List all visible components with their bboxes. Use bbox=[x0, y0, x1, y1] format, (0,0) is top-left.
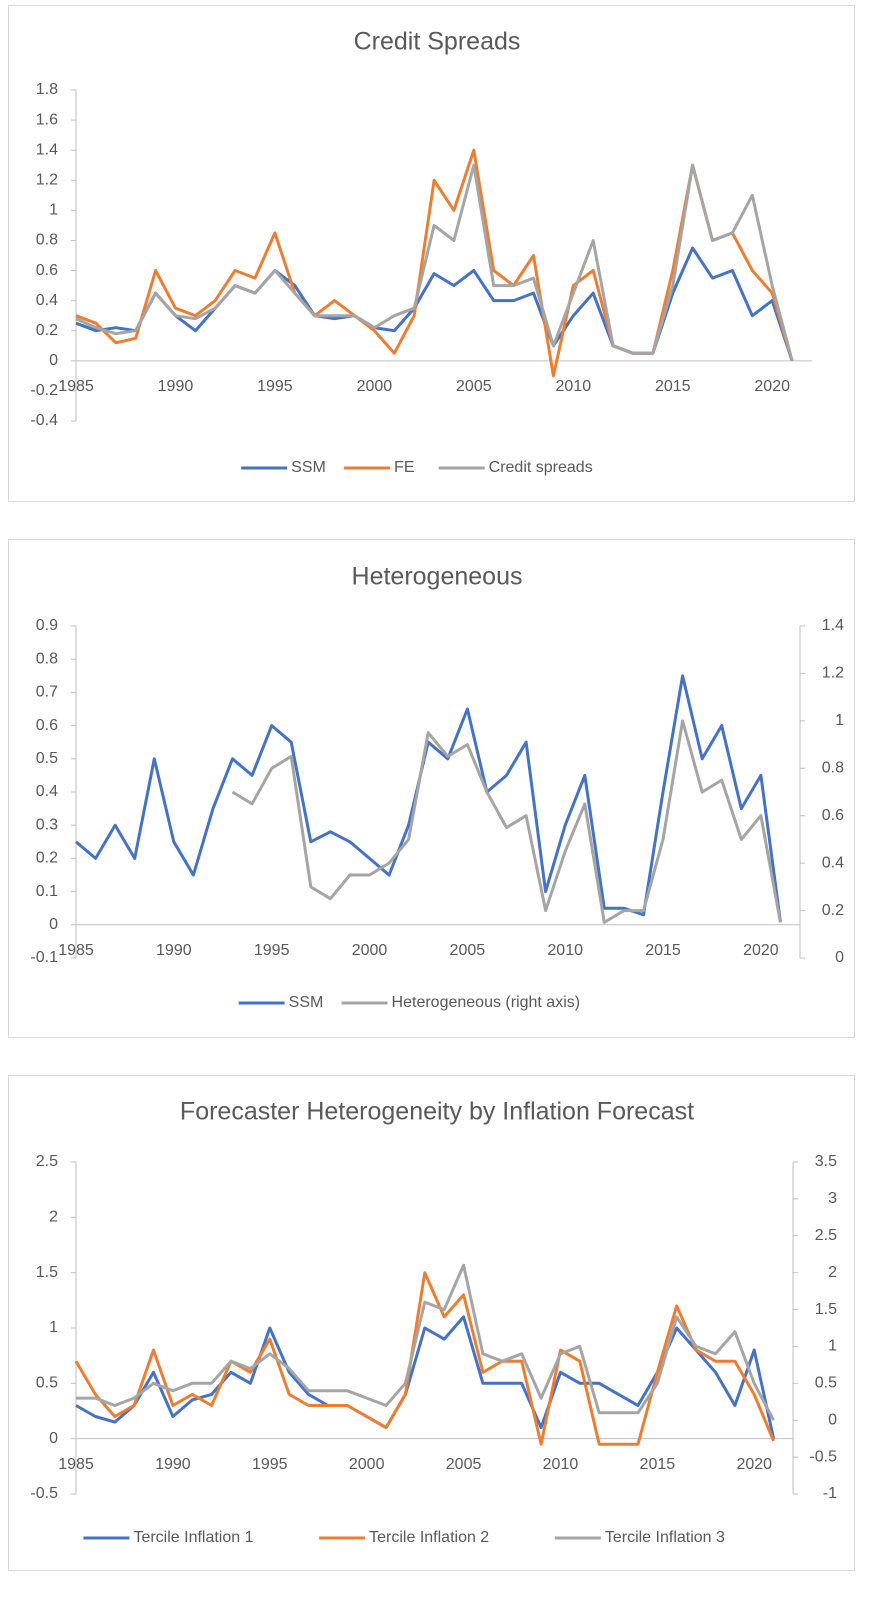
y-tick-label: 0.2 bbox=[36, 322, 58, 339]
x-tick-label: 2015 bbox=[645, 942, 681, 959]
y-tick-label: 0.6 bbox=[36, 262, 58, 279]
y-tick-label: -0.2 bbox=[30, 382, 58, 399]
x-tick-label: 1990 bbox=[155, 1456, 191, 1473]
x-tick-label: 1985 bbox=[58, 378, 94, 395]
series-line bbox=[74, 1271, 775, 1446]
y-tick-label: -0.5 bbox=[30, 1485, 58, 1502]
series-line bbox=[76, 1263, 775, 1421]
chart-title: Heterogeneous bbox=[352, 563, 523, 591]
y2-tick-label: 1.2 bbox=[822, 665, 844, 682]
y-tick-label: 0.5 bbox=[36, 750, 58, 767]
y-tick-label: 0.2 bbox=[36, 850, 58, 867]
y-tick-label: 0.9 bbox=[36, 617, 58, 634]
y2-tick-label: 2.5 bbox=[815, 1227, 837, 1244]
x-tick-label: 1995 bbox=[252, 1456, 288, 1473]
x-tick-label: 2000 bbox=[352, 942, 388, 959]
x-tick-label: 1995 bbox=[257, 378, 293, 395]
y-tick-label: 0.3 bbox=[36, 816, 58, 833]
y-tick-label: 0 bbox=[49, 916, 58, 933]
y2-tick-label: 3.5 bbox=[815, 1153, 837, 1170]
y2-tick-label: 0.4 bbox=[822, 854, 844, 871]
x-tick-label: 2010 bbox=[547, 942, 583, 959]
series-line bbox=[231, 719, 782, 924]
y-tick-label: 1.2 bbox=[36, 171, 58, 188]
chart-title: Forecaster Heterogeneity by Inflation Fo… bbox=[180, 1098, 694, 1126]
y-tick-label: 1 bbox=[49, 202, 58, 219]
series-line bbox=[75, 246, 794, 362]
y-tick-label: 0.4 bbox=[36, 292, 58, 309]
y-tick-label: 1.6 bbox=[36, 111, 58, 128]
legend-label: Credit spreads bbox=[489, 459, 593, 476]
y-tick-label: -0.1 bbox=[30, 949, 58, 966]
y2-tick-label: -1 bbox=[823, 1485, 837, 1502]
y-tick-label: 0.8 bbox=[36, 650, 58, 667]
y-tick-label: 2 bbox=[49, 1209, 58, 1226]
y-tick-label: 0.4 bbox=[36, 783, 58, 800]
x-tick-label: 1995 bbox=[254, 942, 290, 959]
y2-tick-label: 0.6 bbox=[822, 807, 844, 824]
x-tick-label: 2020 bbox=[754, 378, 790, 395]
y-tick-label: 0 bbox=[49, 352, 58, 369]
chart-title: Credit Spreads bbox=[354, 28, 521, 56]
y2-tick-label: 0.5 bbox=[815, 1375, 837, 1392]
x-tick-label: 2015 bbox=[655, 378, 691, 395]
x-tick-label: 2000 bbox=[349, 1456, 385, 1473]
series-line bbox=[75, 163, 794, 362]
y2-tick-label: 1 bbox=[828, 1338, 837, 1355]
y-tick-label: 1.8 bbox=[36, 81, 58, 98]
y-tick-label: 0.6 bbox=[36, 717, 58, 734]
panel bbox=[8, 539, 855, 1038]
y2-tick-label: 0.8 bbox=[822, 760, 844, 777]
y-tick-label: 1 bbox=[49, 1319, 58, 1336]
x-tick-label: 2005 bbox=[446, 1456, 482, 1473]
y2-tick-label: 0 bbox=[835, 949, 844, 966]
series-line bbox=[75, 148, 794, 378]
legend-label: Tercile Inflation 2 bbox=[369, 1529, 489, 1546]
y2-tick-label: 1.5 bbox=[815, 1301, 837, 1318]
x-tick-label: 2020 bbox=[743, 942, 779, 959]
y2-tick-label: 3 bbox=[828, 1190, 837, 1207]
legend-label: FE bbox=[394, 459, 414, 476]
legend-label: Tercile Inflation 1 bbox=[133, 1529, 253, 1546]
y2-tick-label: 1.4 bbox=[822, 617, 844, 634]
y-tick-label: -0.4 bbox=[30, 412, 58, 429]
x-tick-label: 2010 bbox=[556, 378, 592, 395]
y-tick-label: 0.7 bbox=[36, 684, 58, 701]
x-tick-label: 2005 bbox=[456, 378, 492, 395]
x-tick-label: 2015 bbox=[640, 1456, 676, 1473]
x-tick-label: 2000 bbox=[357, 378, 393, 395]
x-tick-label: 1985 bbox=[58, 942, 94, 959]
x-tick-label: 1985 bbox=[58, 1456, 94, 1473]
x-tick-label: 2005 bbox=[450, 942, 486, 959]
y2-tick-label: 2 bbox=[828, 1264, 837, 1281]
legend-label: SSM bbox=[291, 459, 326, 476]
x-tick-label: 2020 bbox=[736, 1456, 772, 1473]
x-tick-label: 2010 bbox=[543, 1456, 579, 1473]
x-tick-label: 1990 bbox=[156, 942, 192, 959]
legend-label: Heterogeneous (right axis) bbox=[392, 994, 581, 1011]
legend-label: Tercile Inflation 3 bbox=[605, 1529, 725, 1546]
y-tick-label: 1.4 bbox=[36, 141, 58, 158]
y-tick-label: 0.8 bbox=[36, 232, 58, 249]
y-tick-label: 0 bbox=[49, 1430, 58, 1447]
y2-tick-label: 1 bbox=[835, 712, 844, 729]
y-tick-label: 1.5 bbox=[36, 1264, 58, 1281]
y2-tick-label: 0.2 bbox=[822, 902, 844, 919]
y2-tick-label: 0 bbox=[828, 1411, 837, 1428]
x-tick-label: 1990 bbox=[158, 378, 194, 395]
y-tick-label: 0.1 bbox=[36, 883, 58, 900]
y-tick-label: 0.5 bbox=[36, 1375, 58, 1392]
panel bbox=[8, 5, 855, 502]
y2-tick-label: -0.5 bbox=[809, 1448, 837, 1465]
panel bbox=[8, 1075, 855, 1571]
series-line bbox=[75, 674, 782, 922]
legend-label: SSM bbox=[289, 994, 324, 1011]
y-tick-label: 2.5 bbox=[36, 1153, 58, 1170]
